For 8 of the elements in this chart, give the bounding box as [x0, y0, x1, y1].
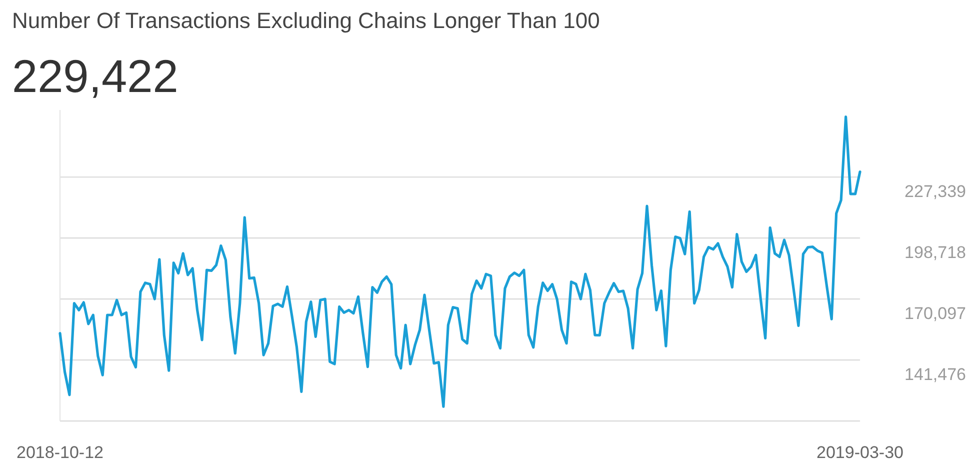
x-tick-label: 2018-10-12	[16, 443, 104, 462]
x-tick-label: 2019-03-30	[816, 443, 904, 462]
y-tick-label: 227,339	[904, 182, 966, 202]
chart-title: Number Of Transactions Excluding Chains Longer Than 100	[12, 8, 600, 33]
y-tick-label: 198,718	[904, 243, 966, 262]
y-tick-label: 141,476	[904, 365, 966, 384]
chart-subtitle: 229,422	[12, 50, 178, 102]
y-tick-label: 170,097	[904, 304, 966, 324]
